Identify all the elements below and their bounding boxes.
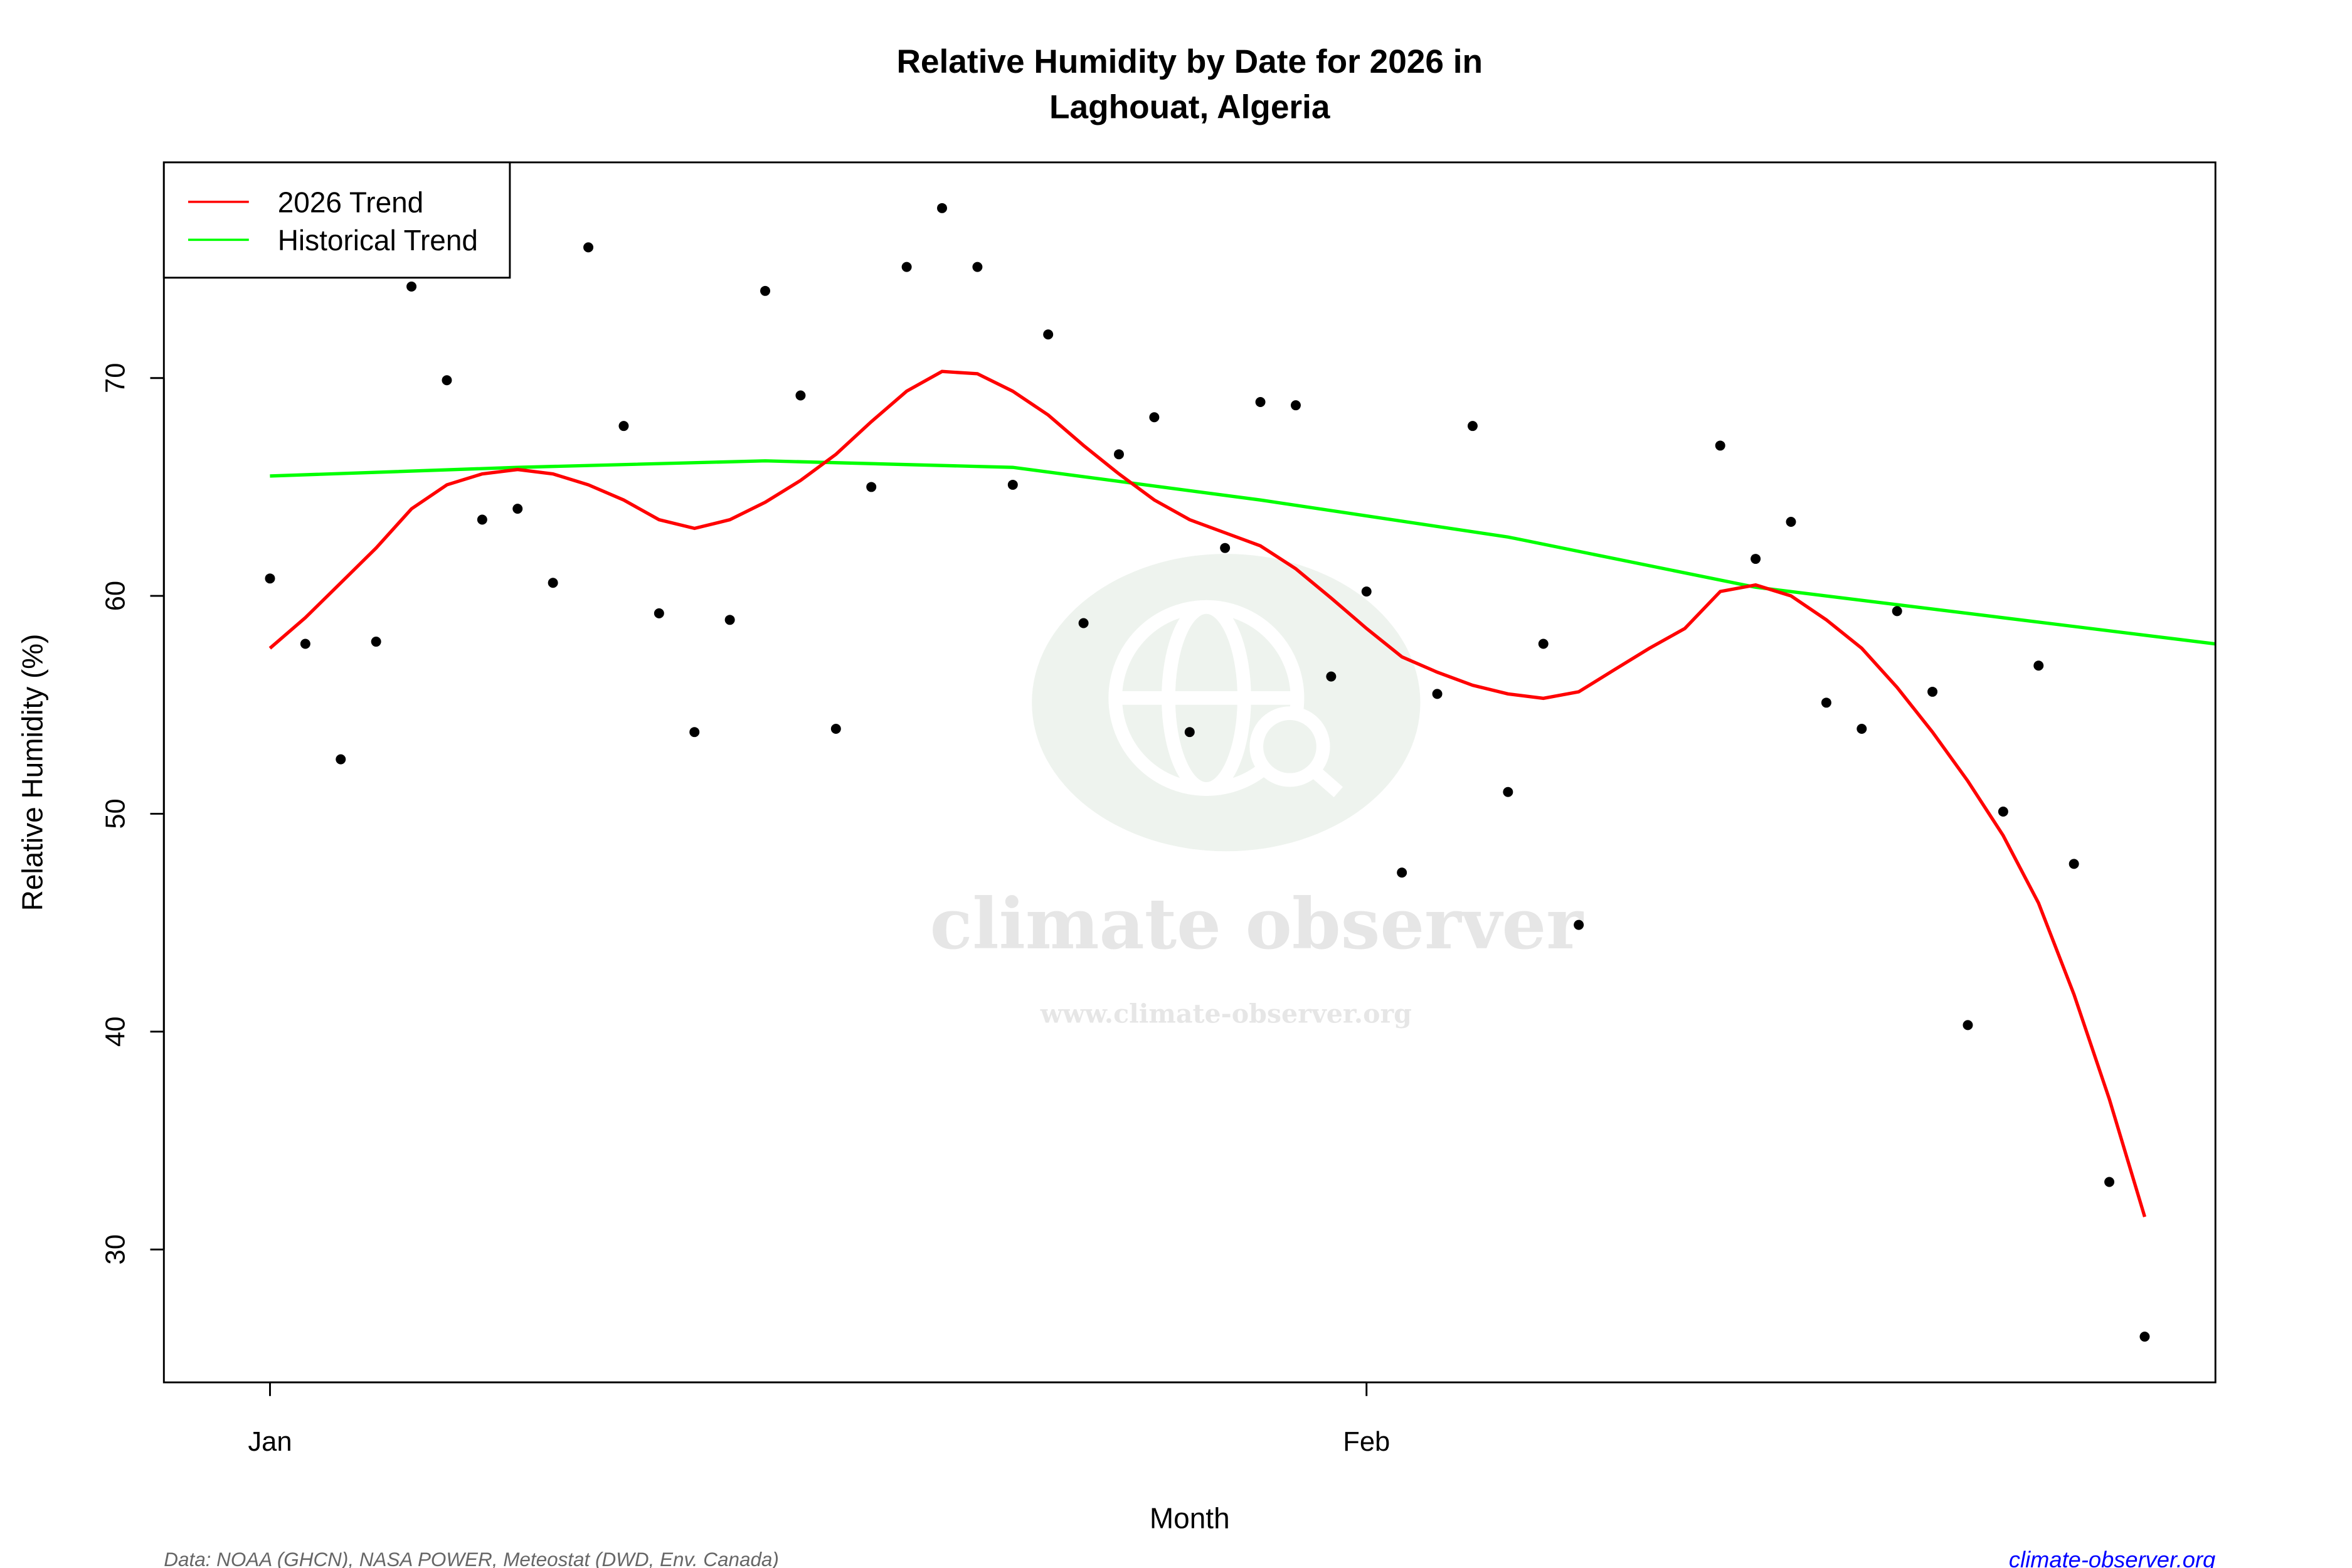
- data-point: [1220, 543, 1231, 553]
- data-point: [2069, 859, 2079, 869]
- data-point: [371, 637, 381, 647]
- data-point: [1963, 1020, 1973, 1030]
- data-point: [477, 514, 487, 525]
- data-point: [654, 608, 664, 618]
- data-point: [1786, 517, 1796, 527]
- data-point: [265, 573, 275, 584]
- data-point: [1538, 638, 1549, 649]
- data-point: [1255, 396, 1266, 407]
- data-point: [1432, 689, 1443, 699]
- data-point: [1467, 421, 1478, 432]
- data-point: [795, 390, 806, 401]
- data-point: [583, 242, 594, 253]
- footer-source: Data: NOAA (GHCN), NASA POWER, Meteostat…: [164, 1549, 779, 1568]
- watermark-url: www.climate-observer.org: [1040, 999, 1412, 1029]
- data-point: [689, 727, 700, 738]
- data-point: [866, 482, 877, 492]
- data-point: [1574, 919, 1584, 930]
- watermark-name: climate observer: [930, 884, 1584, 965]
- data-point: [300, 638, 310, 649]
- y-tick-label: 40: [100, 1017, 130, 1047]
- data-point: [1892, 606, 1902, 617]
- data-point: [548, 578, 558, 588]
- x-axis: Jan Feb: [248, 1381, 1390, 1457]
- y-tick-label: 70: [100, 363, 130, 393]
- data-point: [1184, 727, 1195, 738]
- x-axis-label: Month: [1150, 1502, 1230, 1534]
- data-point: [1007, 479, 1018, 490]
- data-point: [1290, 400, 1301, 411]
- legend-box: [162, 161, 511, 279]
- data-point: [442, 375, 452, 386]
- data-point: [406, 281, 417, 292]
- data-point: [724, 615, 735, 625]
- legend-label-historical: Historical Trend: [278, 224, 478, 257]
- data-point: [1326, 671, 1337, 682]
- data-point: [1751, 554, 1761, 564]
- data-point: [2033, 660, 2044, 671]
- y-axis-label: Relative Humidity (%): [16, 634, 49, 911]
- trend-2026-line: [268, 369, 2147, 1217]
- x-tick-label: Feb: [1343, 1427, 1390, 1457]
- data-point: [512, 504, 523, 514]
- chart-title: Relative Humidity by Date for 2026 in: [896, 43, 1483, 80]
- data-point: [1361, 586, 1372, 597]
- data-point: [830, 724, 841, 734]
- data-point: [1857, 724, 1867, 734]
- data-point: [618, 421, 629, 432]
- y-tick-label: 30: [100, 1234, 130, 1264]
- y-axis: 30 40 50 60 70: [100, 363, 165, 1264]
- footer-site-link[interactable]: climate-observer.org: [2009, 1547, 2215, 1568]
- historical-trend-line: [270, 459, 2216, 646]
- chart-subtitle: Laghouat, Algeria: [1049, 89, 1330, 126]
- data-point: [2104, 1177, 2115, 1187]
- data-point: [972, 262, 983, 272]
- watermark: climate observer www.climate-observer.or…: [930, 554, 1584, 1029]
- legend: 2026 Trend Historical Trend: [162, 161, 511, 279]
- data-point: [2139, 1332, 2150, 1342]
- data-point: [1113, 449, 1124, 460]
- legend-label-2026: 2026 Trend: [278, 186, 424, 219]
- plot-marks: [265, 203, 2216, 1342]
- data-point: [1927, 686, 1938, 697]
- data-point: [1998, 806, 2008, 817]
- data-point: [1397, 867, 1407, 878]
- data-point: [1149, 412, 1160, 423]
- data-point: [1503, 787, 1513, 797]
- y-tick-label: 50: [100, 798, 130, 829]
- data-point: [1715, 440, 1725, 451]
- y-tick-label: 60: [100, 581, 130, 611]
- x-tick-label: Jan: [248, 1427, 292, 1457]
- data-point: [336, 754, 346, 765]
- data-point: [1043, 329, 1054, 340]
- data-point: [1821, 697, 1831, 708]
- globe-search-icon: [1108, 600, 1343, 798]
- data-point: [760, 285, 771, 296]
- data-point: [937, 203, 947, 213]
- data-point: [901, 262, 912, 272]
- data-point: [1078, 618, 1089, 628]
